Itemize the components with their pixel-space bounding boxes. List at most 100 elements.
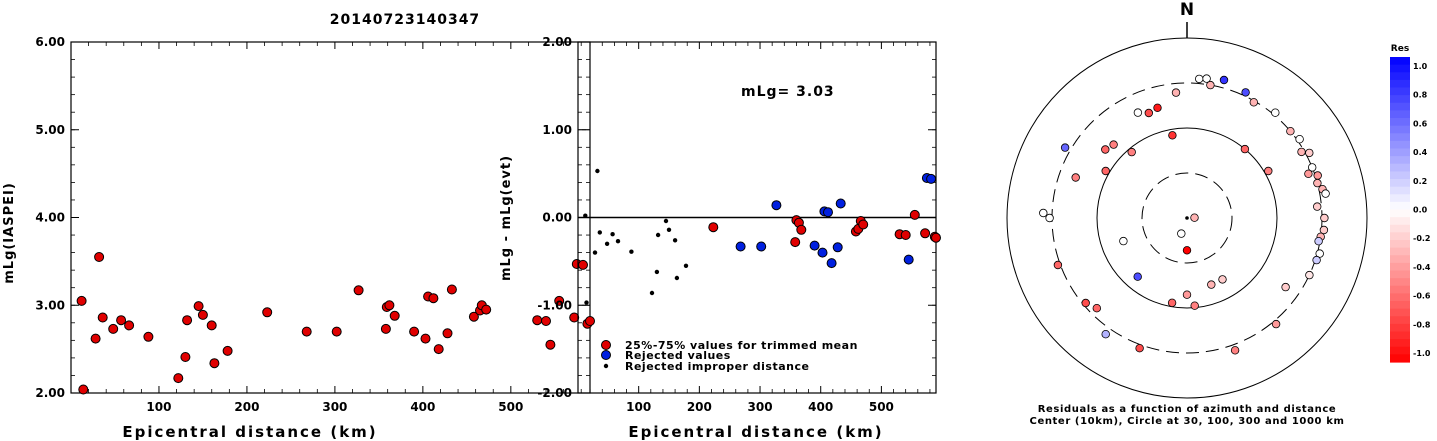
- left-data-point: [143, 331, 154, 342]
- left-data-point: [428, 293, 439, 304]
- polar-station-point: [1271, 108, 1280, 117]
- colorbar-segment: [1390, 64, 1410, 73]
- middle-data-point: [926, 173, 937, 184]
- colorbar-segment: [1390, 171, 1410, 180]
- middle-points: [583, 168, 941, 305]
- colorbar-segment: [1390, 339, 1410, 348]
- colorbar-segment: [1390, 323, 1410, 333]
- colorbar-segment: [1390, 201, 1410, 211]
- middle-data-point: [858, 219, 869, 230]
- polar-station-point: [1313, 178, 1322, 188]
- polar-station-point: [1101, 145, 1110, 154]
- polar-station-point: [1119, 236, 1128, 246]
- colorbar-tick-label: -0.6: [1413, 292, 1431, 301]
- left-data-point: [262, 307, 273, 318]
- left-data-point: [446, 284, 457, 295]
- mlg-annotation: mLg= 3.03: [741, 84, 835, 100]
- left-data-point: [578, 259, 588, 270]
- left-data-point: [197, 309, 208, 320]
- middle-data-point: [903, 254, 914, 265]
- ring-1000km: [1006, 37, 1368, 399]
- left-data-point: [94, 252, 105, 262]
- middle-data-point: [583, 213, 588, 218]
- left-data-point: [585, 316, 595, 326]
- left-data-point: [389, 310, 400, 321]
- middle-data-point: [666, 227, 672, 232]
- polar-station-point: [1249, 98, 1258, 107]
- left-y-tick-label: 5.00: [35, 123, 65, 137]
- middle-data-point: [835, 198, 846, 209]
- polar-station-point: [1271, 319, 1281, 329]
- polar-caption-line1: Residuals as a function of azimuth and d…: [1038, 404, 1337, 415]
- left-x-tick-label: 200: [234, 400, 259, 414]
- middle-data-point: [832, 242, 843, 253]
- left-data-point: [353, 285, 364, 296]
- polar-station-point: [1177, 229, 1186, 238]
- polar-station-point: [1101, 166, 1110, 176]
- colorbar-tick-label: 0.4: [1413, 148, 1428, 157]
- polar-station-point: [1314, 236, 1323, 246]
- colorbar-segment: [1390, 79, 1410, 89]
- left-data-point: [442, 328, 453, 339]
- colorbar-segment: [1390, 179, 1410, 188]
- colorbar-tick-label: 0.6: [1413, 119, 1428, 128]
- middle-y-tick-label: 2.00: [542, 35, 572, 49]
- colorbar-ticks: 1.0 0.8 0.6 0.4 0.2 0.0 -0.2 -0.4 -0.6 -0.8 -1.0: [1413, 62, 1431, 358]
- polar-station-point: [1053, 260, 1063, 270]
- polar-station-point: [1190, 213, 1199, 222]
- colorbar-segment: [1390, 118, 1410, 127]
- colorbar-segment: [1390, 278, 1410, 287]
- left-data-point: [532, 315, 543, 326]
- colorbar-segment: [1390, 125, 1410, 134]
- left-points: [76, 252, 595, 395]
- left-data-point: [420, 333, 431, 344]
- middle-data-point: [584, 300, 589, 305]
- polar-station-point: [1218, 275, 1227, 284]
- colorbar-segment: [1390, 57, 1410, 66]
- middle-x-tick-label: 400: [808, 400, 833, 414]
- colorbar-segment: [1390, 87, 1410, 96]
- polar-station-point: [1168, 131, 1177, 140]
- middle-plot: 100 200 300 400 500 -2.00 -1.00 0.00 1.00 2.00 mL…: [499, 35, 941, 441]
- polar-station-point: [1304, 169, 1313, 178]
- polar-station-point: [1295, 134, 1304, 144]
- polar-station-point: [1153, 103, 1162, 112]
- middle-data-point: [592, 250, 598, 255]
- middle-data-point: [649, 290, 655, 296]
- colorbar-tick-label: -1.0: [1413, 349, 1431, 358]
- colorbar-segment: [1390, 262, 1410, 272]
- polar-station-point: [1144, 108, 1153, 118]
- polar-station-point: [1307, 163, 1317, 172]
- colorbar-segment: [1390, 240, 1410, 249]
- colorbar-segment: [1390, 285, 1410, 294]
- middle-data-point: [597, 230, 602, 235]
- middle-x-tick-label: 300: [748, 400, 773, 414]
- middle-x-tick-label: 100: [626, 400, 651, 414]
- figure-title: 20140723140347: [330, 12, 480, 28]
- polar-station-point: [1109, 140, 1118, 149]
- polar-station-point: [1240, 144, 1250, 154]
- colorbar-segment: [1390, 102, 1410, 111]
- legend: 25%-75% values for trimmed mean Rejected…: [601, 339, 857, 373]
- colorbar-segment: [1390, 148, 1410, 157]
- colorbar-segment: [1390, 133, 1410, 142]
- north-label: N: [1180, 0, 1194, 20]
- middle-data-point: [809, 240, 820, 251]
- middle-data-point: [615, 239, 621, 244]
- colorbar-segment: [1390, 194, 1410, 203]
- legend-label-improper-distance: Rejected improper distance: [625, 360, 809, 373]
- middle-data-point: [790, 237, 801, 248]
- colorbar-segment: [1390, 270, 1410, 279]
- polar-station-point: [1190, 301, 1199, 310]
- middle-y-tick-label: 1.00: [542, 123, 572, 137]
- left-data-point: [97, 312, 108, 323]
- left-data-point: [380, 323, 391, 334]
- left-data-point: [384, 300, 395, 311]
- middle-data-point: [708, 222, 719, 233]
- middle-x-tick-label: 500: [869, 400, 894, 414]
- epicenter-dot: [1185, 216, 1189, 220]
- middle-data-point: [931, 232, 941, 243]
- polar-station-point: [1202, 74, 1211, 83]
- middle-x-axis-label: Epicentral distance (km): [628, 423, 883, 441]
